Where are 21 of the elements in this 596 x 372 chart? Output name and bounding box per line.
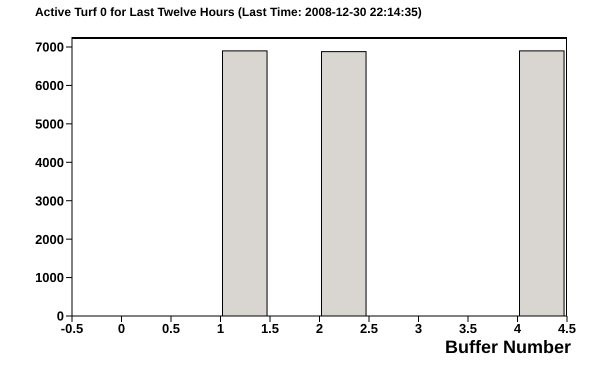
y-tick-label: 2000: [35, 232, 64, 247]
x-tick-label: 2: [316, 321, 324, 336]
y-tick-label: 1000: [35, 270, 64, 286]
x-tick-label: 4: [514, 321, 522, 336]
x-axis-title: Buffer Number: [444, 337, 571, 358]
x-tick-label: 3.5: [458, 321, 478, 336]
y-tick-label: 3000: [35, 193, 64, 208]
y-tick-label: 4000: [35, 154, 64, 170]
x-tick-label: 3: [414, 321, 422, 336]
y-tick-label: 6000: [35, 78, 64, 94]
x-tick-label: 1: [216, 321, 224, 336]
x-tick-label: 0: [118, 321, 126, 336]
x-tick-label: 4.5: [558, 321, 576, 336]
x-tick-label: 0.5: [162, 321, 180, 336]
chart-title: Active Turf 0 for Last Twelve Hours (Last Time: 2008-12-30 22:14:35): [35, 5, 422, 19]
y-tick-label: 5000: [35, 116, 64, 132]
x-tick-label: -0.5: [60, 321, 84, 336]
y-tick-label: 0: [56, 308, 64, 324]
x-tick-label: 1.5: [260, 321, 280, 336]
y-tick-label: 7000: [35, 40, 64, 55]
x-tick-label: 2.5: [360, 321, 378, 336]
